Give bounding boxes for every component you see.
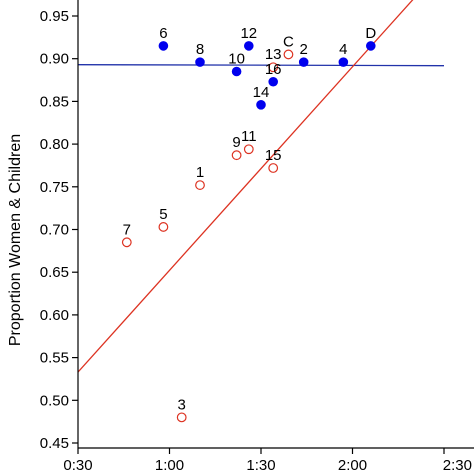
point-label: 7: [123, 221, 131, 238]
data-point-open: [268, 62, 279, 73]
x-tick-label: 1:30: [246, 457, 275, 474]
y-tick-label: 0.90: [40, 51, 69, 68]
point-labels-layer: 6 8 10 12 14 16 2 4 D 7 5 3 1 9 11 15 13C: [123, 25, 377, 413]
data-point-filled: [231, 66, 242, 77]
point-label: 3: [178, 396, 186, 413]
point-label: 14: [253, 84, 270, 101]
data-point-filled: [195, 57, 205, 67]
point-label: 6: [159, 25, 167, 42]
data-point-filled: [244, 41, 254, 51]
mean-horizontal-line: [78, 64, 445, 67]
data-point-filled: [268, 76, 279, 87]
data-point-filled: [158, 41, 169, 51]
y-tick-label: 0.80: [40, 136, 69, 153]
point-label: 1: [196, 164, 204, 181]
y-tick-label: 0.50: [40, 392, 69, 409]
y-axis-title: Proportion Women & Children: [7, 134, 24, 346]
y-tick-label: 0.70: [40, 222, 69, 239]
y-tick-label: 0.75: [40, 179, 69, 196]
point-label: 12: [240, 25, 257, 42]
points-layer: [121, 41, 376, 423]
data-point-open: [268, 163, 279, 173]
x-tick-label: 0:30: [63, 457, 92, 474]
point-label: 9: [232, 134, 240, 151]
y-tick-label: 0.45: [40, 435, 69, 452]
point-label: 11: [241, 128, 257, 145]
y-tick-label: 0.65: [40, 264, 69, 281]
lines-layer: [78, 0, 445, 373]
data-point-filled: [338, 57, 349, 67]
y-tick-label: 0.95: [40, 8, 69, 25]
data-point-filled: [298, 57, 309, 67]
data-point-open: [243, 144, 254, 155]
point-label: 2: [300, 41, 308, 58]
point-label: 13: [265, 46, 282, 63]
x-tick-label: 1:00: [155, 457, 184, 474]
data-point-filled: [366, 41, 376, 51]
data-point-open: [158, 222, 169, 232]
point-label: 5: [159, 206, 167, 223]
y-tick-label: 0.60: [40, 307, 69, 324]
data-point-open: [121, 237, 132, 248]
data-point-open: [195, 180, 205, 190]
point-label: 10: [228, 51, 245, 68]
data-point-open: [231, 150, 242, 161]
data-point-filled: [256, 100, 266, 110]
data-point-open: [176, 412, 187, 423]
data-point-open: [283, 49, 294, 60]
y-tick-label: 0.55: [40, 350, 69, 367]
point-label: 8: [196, 41, 204, 58]
point-label: D: [365, 25, 376, 42]
point-label: 16: [265, 61, 282, 78]
y-tick-label: 0.85: [40, 93, 69, 110]
x-tick-label: 2:00: [338, 457, 367, 474]
point-label: C: [283, 33, 294, 50]
point-label: 4: [339, 41, 347, 58]
regression-line: [78, 0, 414, 373]
axes-layer: 0.45 0.50 0.55 0.60 0.65 0.70 0.75 0.80 0.85 0.90…: [40, 0, 474, 474]
point-label: 15: [265, 147, 282, 164]
x-tick-label: 2:30: [443, 457, 472, 474]
